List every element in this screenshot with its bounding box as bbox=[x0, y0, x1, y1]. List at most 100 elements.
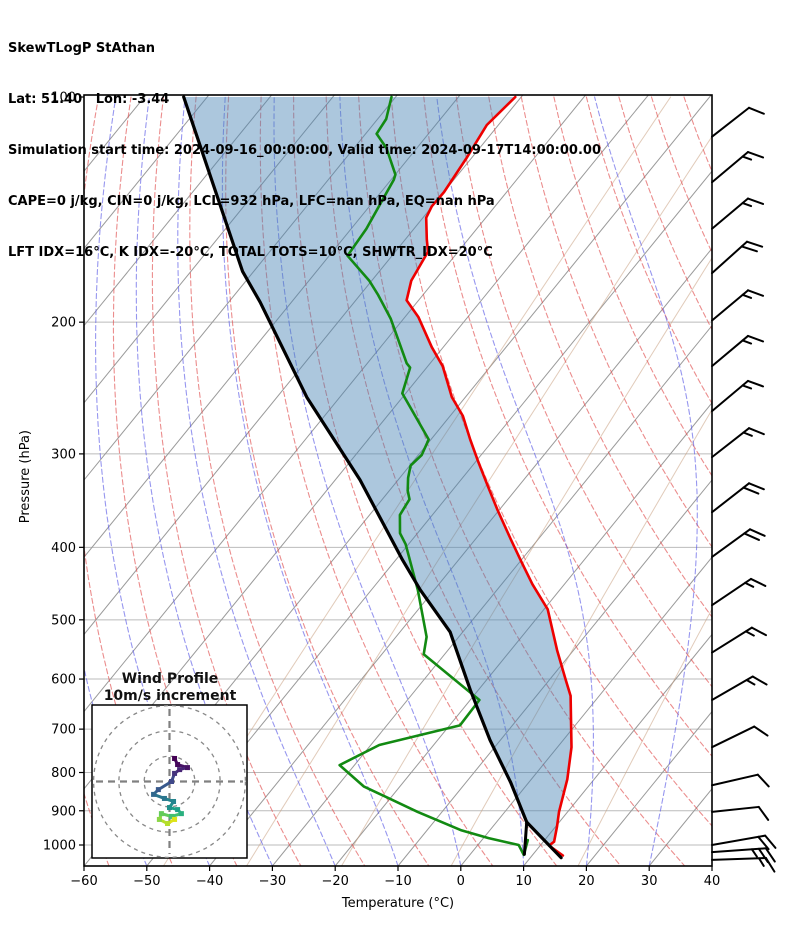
isotherm-line bbox=[586, 710, 712, 866]
hodograph-trace-point bbox=[156, 816, 162, 822]
dry-adiabat-line bbox=[618, 96, 712, 331]
wind-barb bbox=[711, 379, 765, 413]
moist-adiabat-line bbox=[711, 863, 712, 866]
wind-barb bbox=[711, 334, 765, 368]
isotherm-line bbox=[84, 95, 210, 250]
wind-barb bbox=[711, 675, 768, 702]
hodograph-trace-point bbox=[169, 813, 175, 819]
barb-feather-full bbox=[756, 773, 770, 788]
barb-feather-full bbox=[748, 427, 765, 436]
barb-feather-full bbox=[749, 577, 767, 587]
barb-feather-full bbox=[747, 197, 765, 205]
barb-staff bbox=[711, 805, 760, 813]
x-tick-label: 0 bbox=[457, 874, 465, 889]
hodograph-trace-point bbox=[172, 770, 178, 776]
dry-adiabat-line bbox=[325, 96, 622, 866]
dry-adiabat-line bbox=[683, 96, 712, 173]
y-tick-label: 500 bbox=[51, 613, 76, 628]
barb-feather-full bbox=[747, 334, 765, 343]
x-tick-label: −10 bbox=[384, 874, 411, 889]
dry-adiabat-line bbox=[293, 96, 558, 866]
barb-feather-full bbox=[751, 675, 768, 686]
cape-shading bbox=[183, 97, 572, 858]
dry-adiabat-line bbox=[782, 97, 794, 866]
barb-feather-half bbox=[741, 155, 753, 161]
hodograph-trace-point bbox=[171, 798, 177, 804]
hodograph-trace-point bbox=[158, 811, 164, 817]
y-tick-label: 600 bbox=[51, 673, 76, 688]
y-axis-label: Pressure (hPa) bbox=[18, 430, 33, 524]
moist-adiabat-line bbox=[594, 96, 698, 866]
x-tick-label: −40 bbox=[196, 874, 223, 889]
y-tick-label: 700 bbox=[51, 723, 76, 738]
moist-adiabat-line bbox=[177, 96, 336, 866]
barb-feather-half bbox=[741, 384, 753, 390]
x-tick-label: −60 bbox=[70, 874, 97, 889]
hodograph-trace-point bbox=[151, 791, 157, 797]
isotherm-line bbox=[523, 633, 712, 866]
barb-feather-half bbox=[750, 848, 758, 858]
y-tick-label: 1000 bbox=[43, 839, 76, 854]
mixing-ratio-line bbox=[341, 257, 712, 866]
hodograph-title: Wind Profile bbox=[121, 671, 219, 687]
mixing-ratio-line bbox=[246, 135, 712, 866]
barb-feather-half bbox=[741, 293, 753, 299]
mixing-ratio-line bbox=[577, 607, 712, 866]
wind-barb bbox=[711, 626, 767, 654]
y-tick-label: 800 bbox=[51, 766, 76, 781]
x-tick-label: 40 bbox=[704, 874, 721, 889]
x-tick-label: 10 bbox=[515, 874, 532, 889]
barb-feather-half bbox=[744, 581, 755, 588]
isotherm-line bbox=[84, 95, 461, 558]
x-tick-label: 30 bbox=[641, 874, 658, 889]
y-tick-label: 400 bbox=[51, 541, 76, 556]
x-tick-label: −50 bbox=[133, 874, 160, 889]
hodograph-trace-point bbox=[167, 805, 172, 811]
wind-barb bbox=[711, 857, 776, 873]
barb-feather-full bbox=[740, 245, 758, 253]
hodograph-subtitle: 10m/s increment bbox=[103, 688, 237, 704]
barb-staff bbox=[711, 847, 767, 854]
dry-adiabat-line bbox=[553, 96, 712, 477]
x-tick-label: −20 bbox=[321, 874, 348, 889]
barb-feather-full bbox=[757, 835, 770, 851]
moist-adiabat-line bbox=[221, 96, 399, 866]
hodograph-ring bbox=[118, 730, 221, 833]
barb-feather-full bbox=[743, 532, 760, 541]
dry-adiabat-line bbox=[0, 97, 1, 866]
dry-adiabat-line bbox=[390, 96, 712, 827]
dewpoint-curve bbox=[338, 95, 530, 857]
wind-barb bbox=[711, 834, 777, 851]
wind-barb bbox=[711, 482, 765, 514]
hodograph-trace-point bbox=[178, 811, 184, 817]
barb-staff bbox=[711, 857, 767, 861]
barb-feather-full bbox=[748, 482, 765, 491]
mixing-ratio-line bbox=[450, 408, 712, 866]
barb-staff bbox=[711, 106, 751, 138]
isotherm-line bbox=[84, 95, 272, 327]
barb-feather-half bbox=[757, 857, 765, 867]
isotherm-line bbox=[209, 247, 712, 866]
hodograph-inset bbox=[91, 704, 248, 859]
dry-adiabat-line bbox=[717, 97, 794, 866]
hodograph-trace-point bbox=[169, 779, 175, 784]
y-tick-label: 900 bbox=[51, 804, 76, 819]
barb-feather-full bbox=[753, 725, 769, 737]
hodograph-trace-point bbox=[172, 755, 178, 761]
dry-adiabat-line bbox=[749, 97, 794, 866]
barb-feather-full bbox=[764, 847, 776, 863]
wind-barb bbox=[711, 528, 766, 558]
barb-feather-full bbox=[745, 240, 764, 248]
barb-feather-full bbox=[747, 151, 765, 159]
wind-barb bbox=[711, 289, 765, 322]
isotherm-line bbox=[334, 402, 712, 866]
temperature-curve bbox=[405, 95, 573, 857]
hodograph-trace-point bbox=[175, 807, 181, 813]
isotherm-line bbox=[711, 865, 712, 866]
dry-adiabat-line bbox=[650, 96, 712, 254]
barb-feather-full bbox=[764, 857, 776, 873]
wind-barb bbox=[711, 427, 765, 459]
hodograph-ring bbox=[92, 705, 247, 858]
wind-barb bbox=[711, 106, 765, 138]
